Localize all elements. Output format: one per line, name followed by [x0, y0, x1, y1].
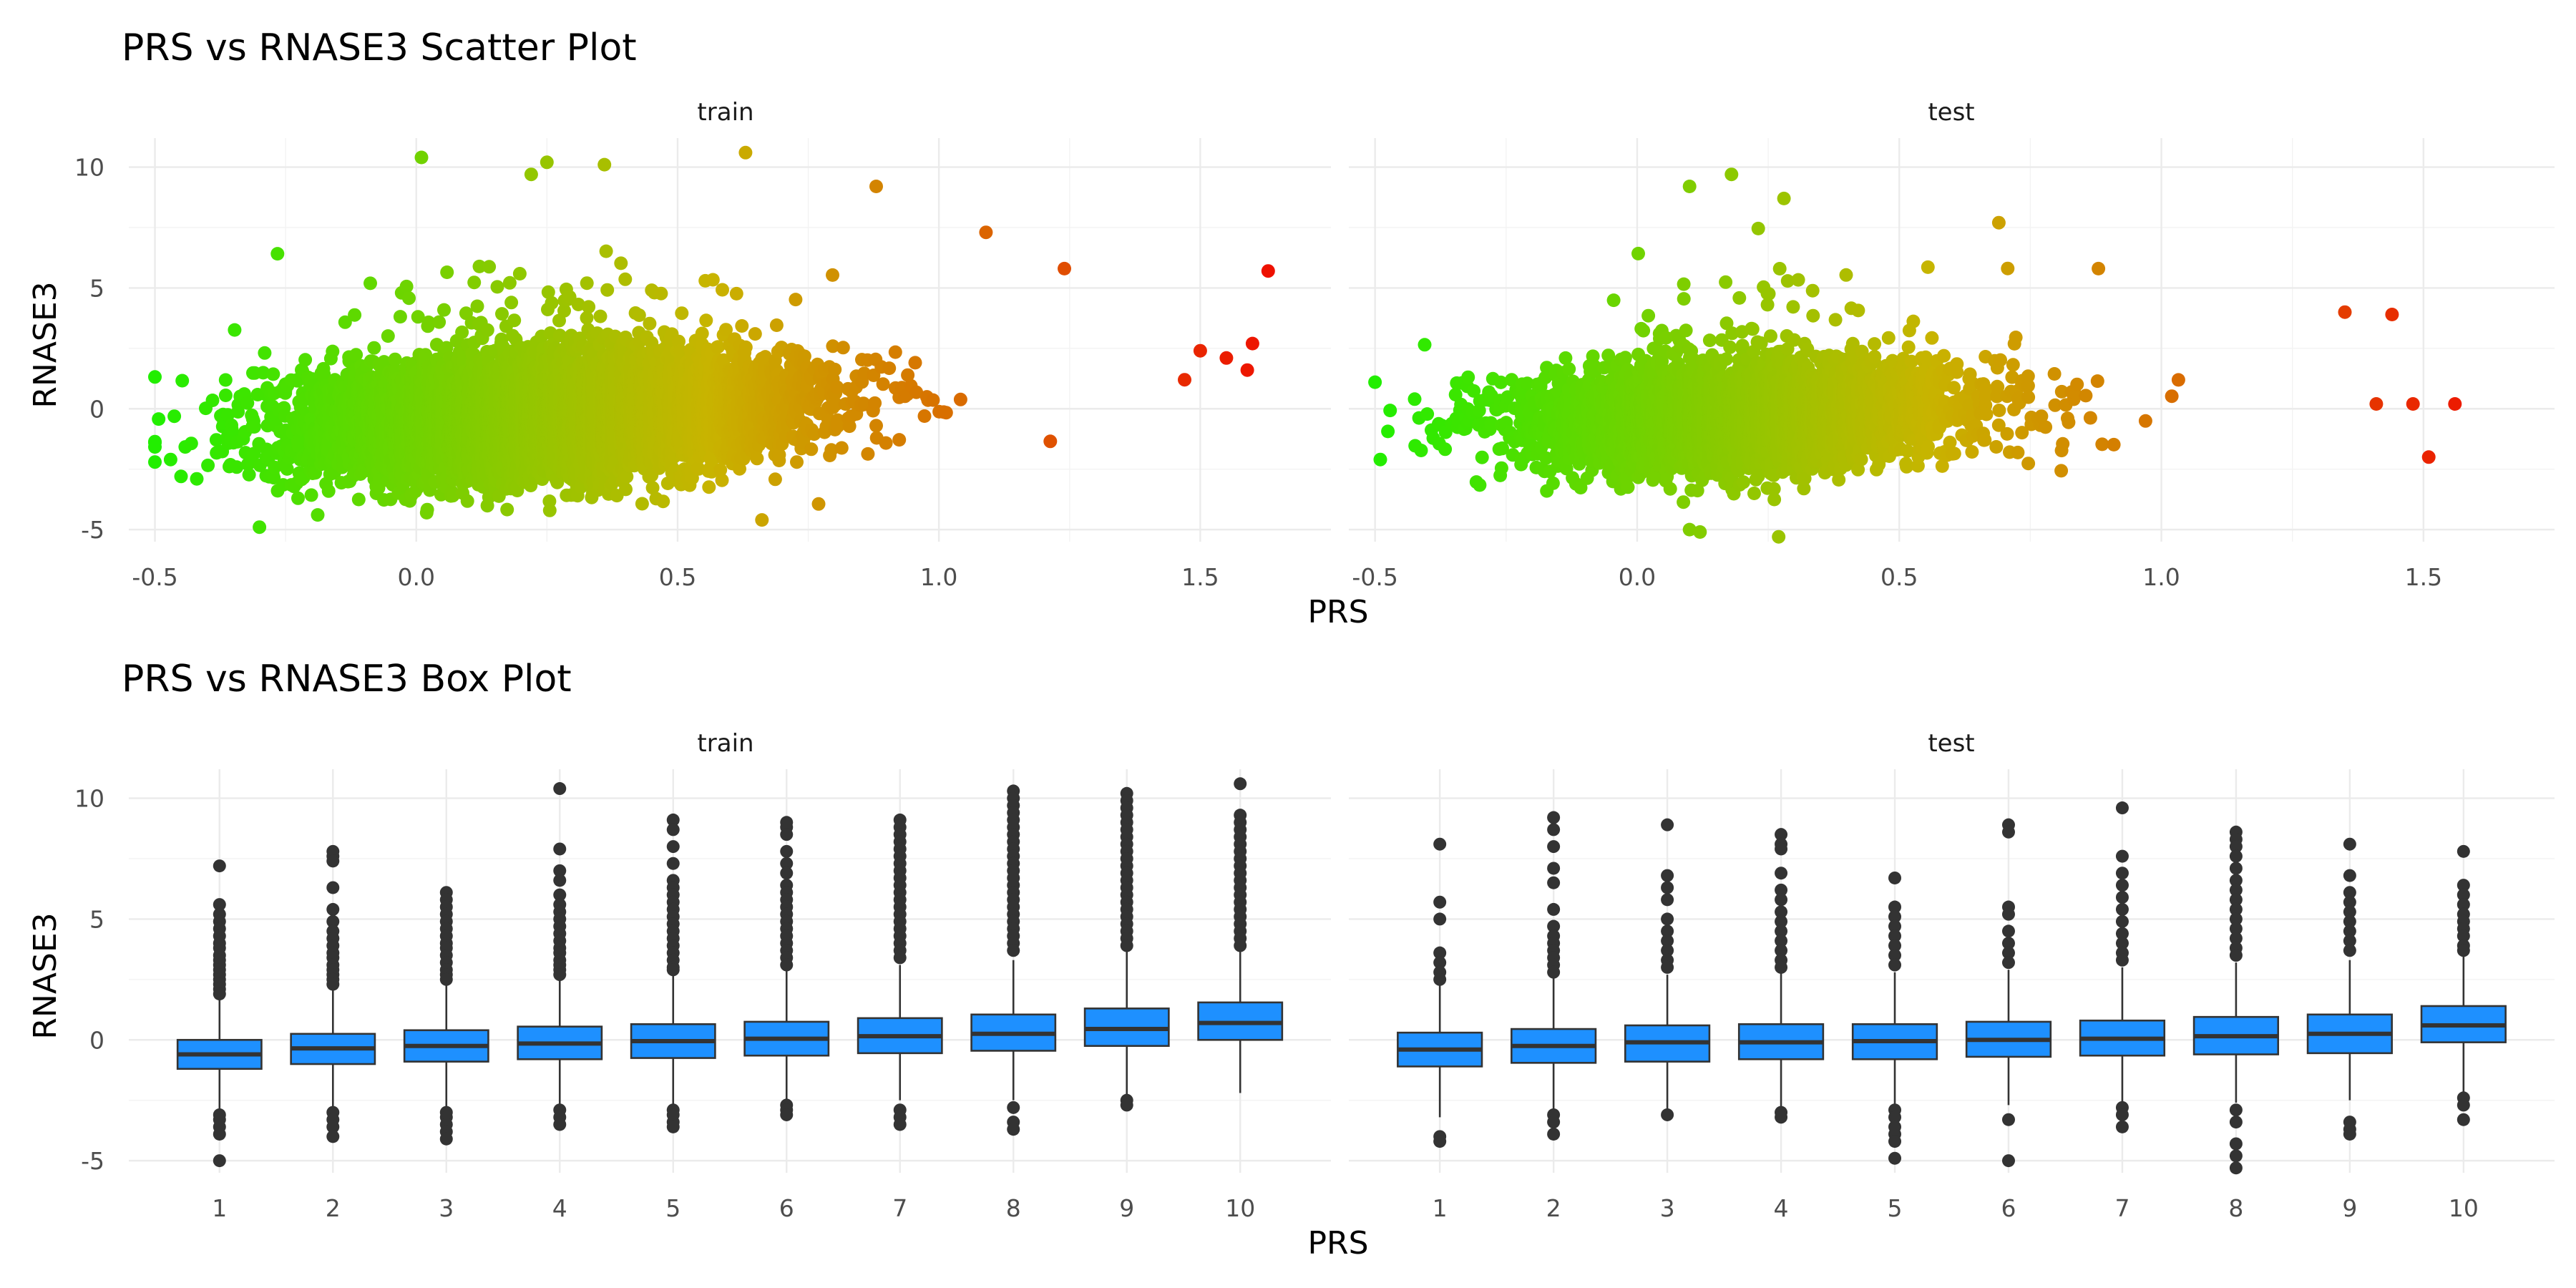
scatter-point: [291, 491, 305, 505]
scatter-point: [455, 325, 469, 339]
scatter-point: [470, 299, 484, 313]
scatter-point: [540, 155, 554, 170]
scatter-point: [184, 436, 198, 451]
scatter-point: [504, 296, 519, 310]
scatter-point: [432, 315, 447, 329]
scatter-point: [190, 472, 204, 486]
scatter-point: [148, 455, 162, 469]
scatter-point: [490, 280, 504, 294]
scatter-point: [304, 488, 318, 502]
scatter-point: [349, 348, 364, 362]
scatter-point: [167, 409, 182, 424]
scatter-point: [218, 373, 233, 387]
scatter-point: [267, 471, 281, 485]
scatter-point: [437, 303, 451, 317]
scatter-point: [399, 279, 414, 293]
scatter-point: [253, 520, 267, 535]
scatter-point: [507, 313, 522, 328]
scatter-point: [440, 265, 454, 279]
scatter-point: [218, 389, 233, 402]
scatter-point: [364, 276, 377, 291]
scatter-point: [175, 374, 190, 388]
scatter-point: [321, 484, 336, 498]
scatter-point: [220, 408, 235, 422]
scatter-point: [482, 260, 497, 274]
scatter-point: [148, 370, 162, 384]
scatter-point: [163, 452, 177, 467]
scatter-point: [414, 150, 429, 165]
scatter-point: [256, 366, 270, 380]
scatter-panel-train: [129, 138, 1331, 542]
scatter-point: [542, 503, 557, 517]
scatter-point: [270, 247, 285, 261]
scatter-point: [209, 433, 223, 447]
scatter-point: [502, 275, 517, 290]
scatter-point: [420, 502, 434, 517]
scatter-point: [317, 367, 331, 381]
scatter-point: [402, 291, 416, 306]
scatter-point: [393, 310, 407, 324]
scatter-point: [280, 462, 294, 476]
scatter-point: [512, 267, 527, 280]
scatter-point: [228, 323, 242, 337]
scatter-point: [381, 329, 395, 343]
scatter-point: [174, 469, 188, 484]
scatter-point: [326, 344, 340, 358]
scatter-point: [298, 353, 313, 367]
scatter-point: [377, 355, 391, 369]
scatter-point: [348, 308, 362, 322]
scatter-point: [266, 367, 280, 381]
scatter-point: [268, 460, 282, 474]
scatter-strip-test: test: [1928, 98, 1974, 127]
scatter-point: [480, 323, 494, 337]
scatter-point: [421, 315, 436, 329]
scatter-point: [524, 167, 538, 182]
scatter-title: PRS vs RNASE3 Scatter Plot: [122, 26, 637, 69]
scatter-point: [152, 412, 166, 426]
scatter-point: [240, 396, 255, 410]
scatter-point: [242, 467, 256, 482]
scatter-point: [351, 492, 366, 507]
scatter-point: [230, 460, 244, 474]
scatter-point: [205, 394, 220, 407]
scatter-point: [460, 494, 474, 508]
scatter-point: [545, 296, 559, 310]
scatter-point: [148, 440, 162, 454]
scatter-point: [388, 352, 402, 366]
scatter-point: [258, 346, 272, 360]
scatter-point: [201, 458, 215, 472]
scatter-strip-train: train: [697, 98, 753, 127]
scatter-point: [411, 310, 425, 324]
scatter-point: [311, 508, 325, 522]
scatter-point: [495, 307, 509, 321]
scatter-point: [500, 502, 514, 517]
scatter-point: [367, 341, 381, 355]
scatter-point: [467, 275, 482, 290]
scatter-point: [338, 315, 352, 329]
scatter-point: [247, 420, 261, 434]
